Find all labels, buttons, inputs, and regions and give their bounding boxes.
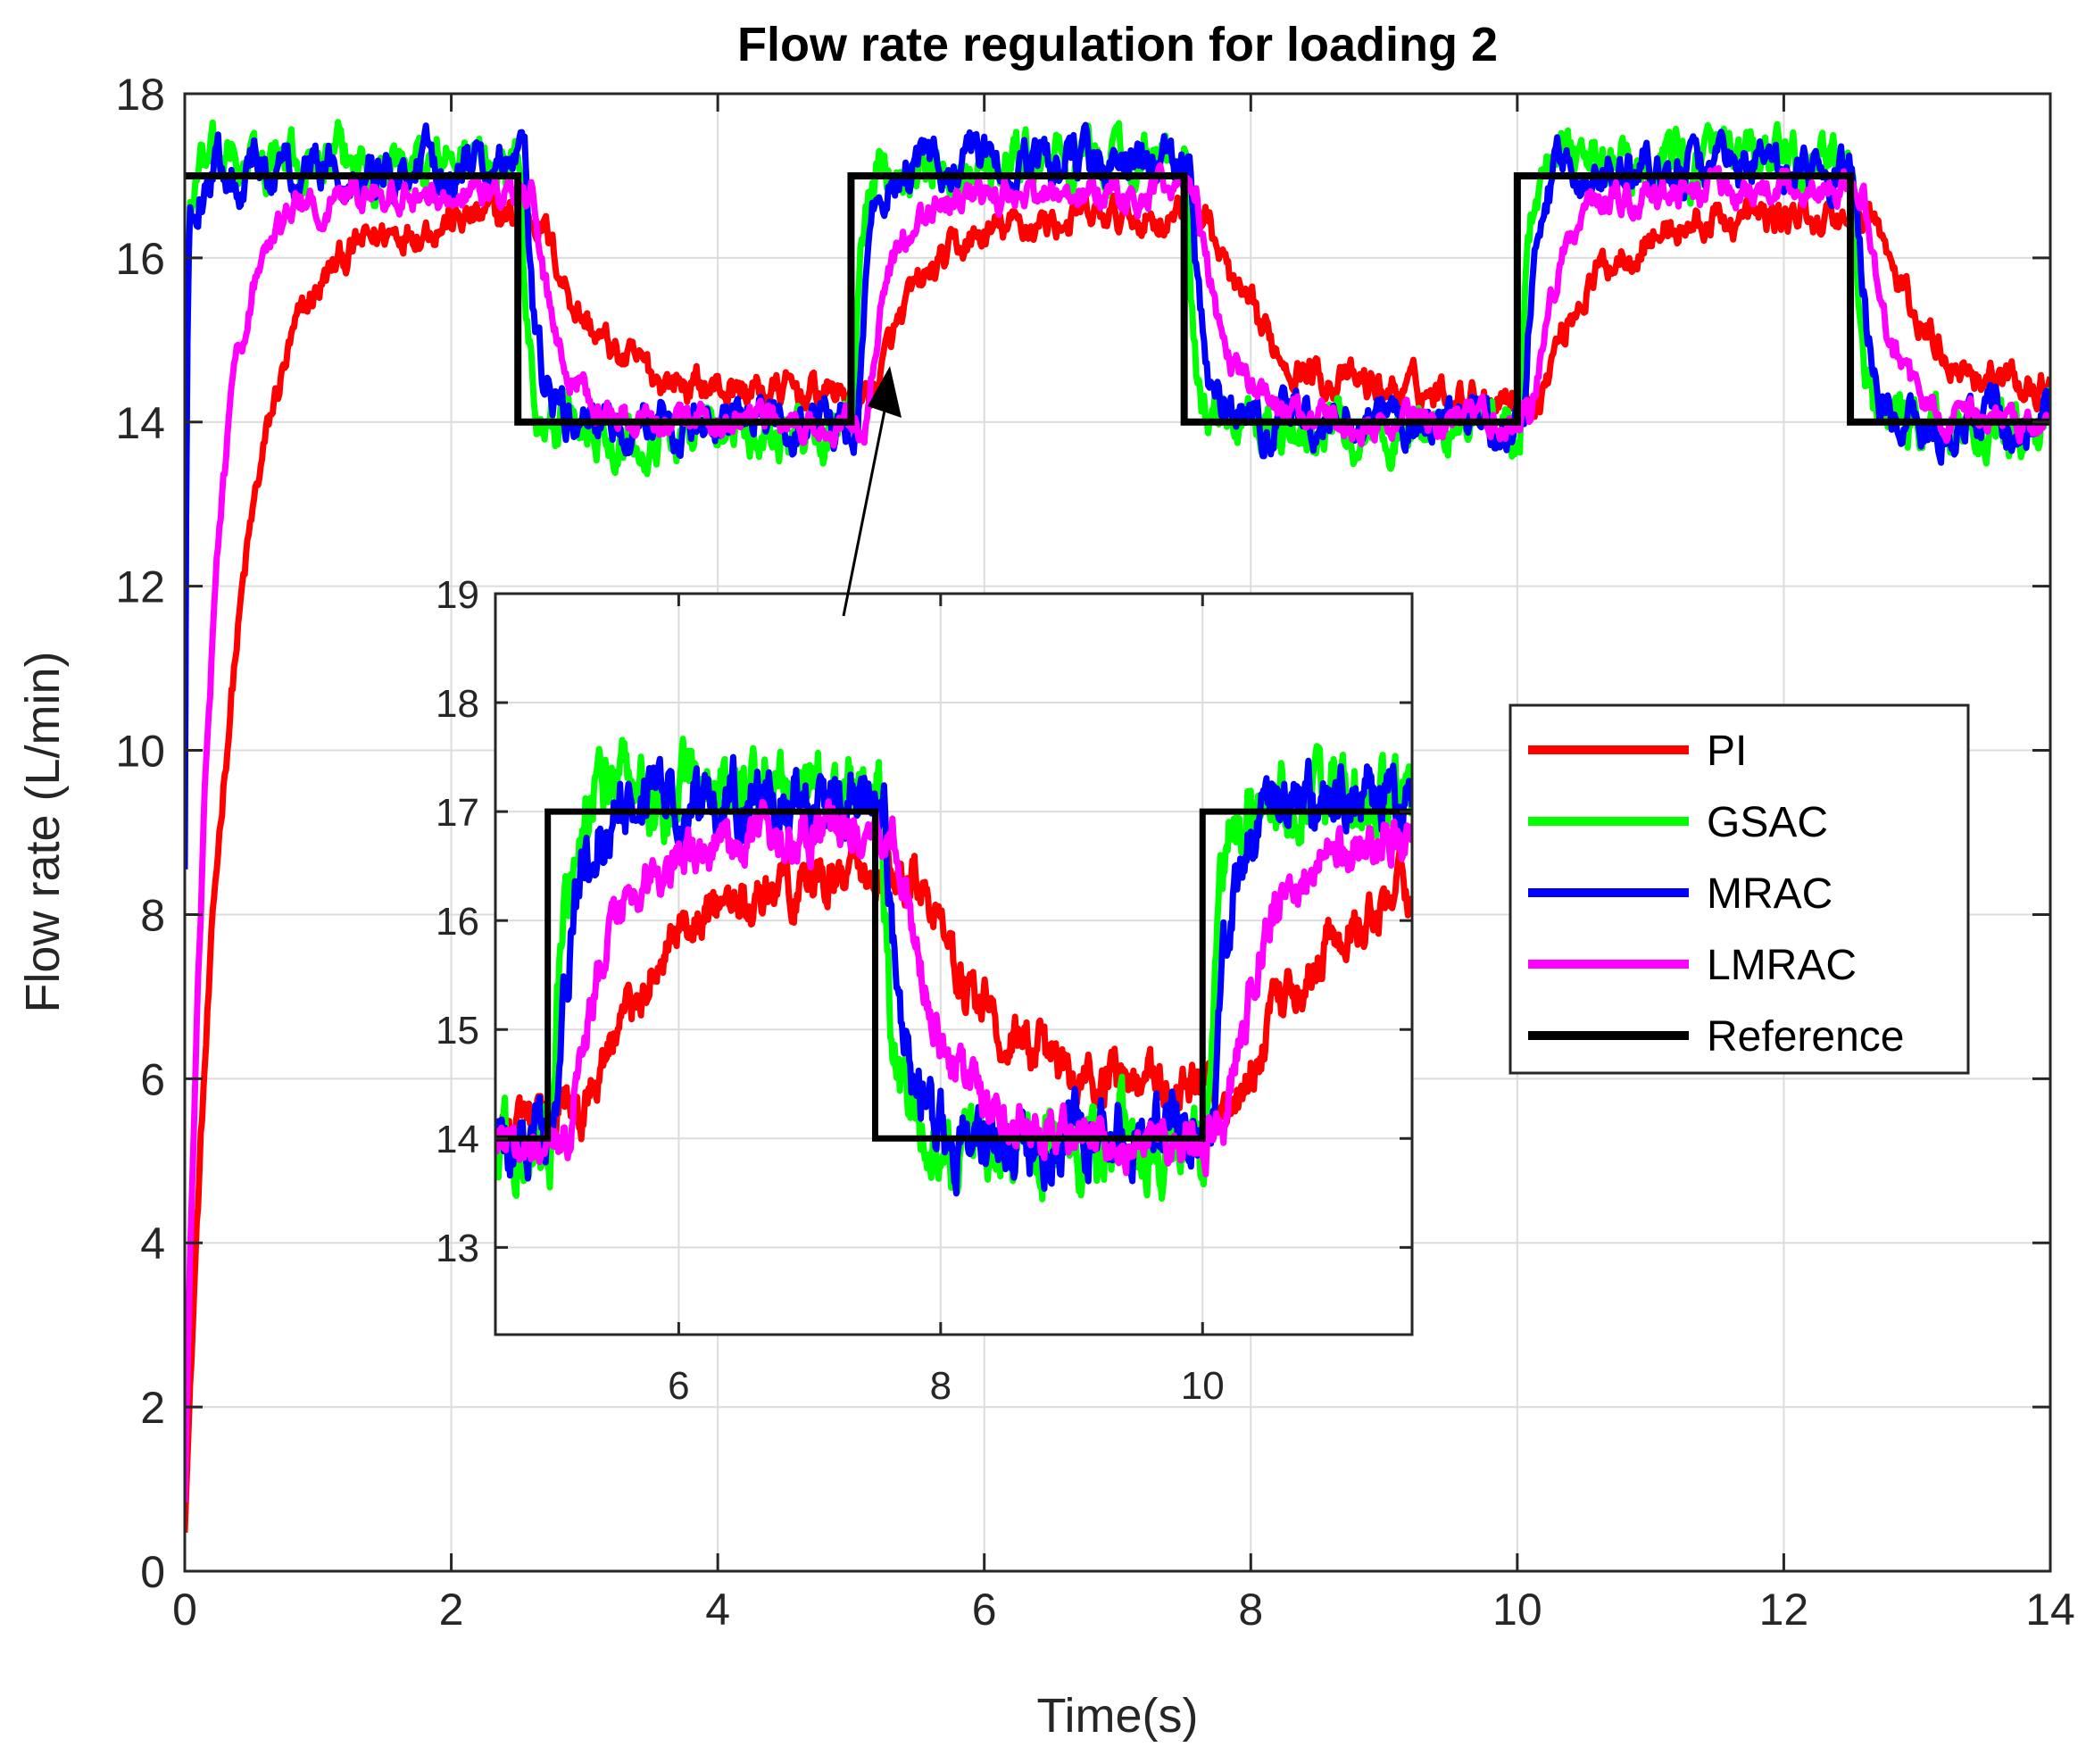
y-tick-label: 12 bbox=[115, 562, 165, 612]
x-tick-label: 10 bbox=[1492, 1585, 1542, 1635]
zoom-arrow-line bbox=[842, 383, 892, 617]
y-tick-label: 10 bbox=[115, 727, 165, 777]
main-lines bbox=[185, 119, 2050, 1533]
main-ticks: 0 2 4 6 8 10 12 14 0 2 4 6 8 10 12 14 16 18 bbox=[115, 70, 2074, 1635]
series-line-lmrac bbox=[185, 162, 2050, 1502]
inset-series-line-mrac bbox=[495, 753, 1412, 1197]
zoom-arrow-head bbox=[868, 366, 902, 418]
y-tick-label: 14 bbox=[436, 1118, 479, 1161]
y-tick-label: 17 bbox=[436, 791, 479, 835]
legend: PI GSAC MRAC LMRAC Reference bbox=[1508, 703, 1970, 1075]
x-tick-label: 12 bbox=[1759, 1585, 1809, 1635]
legend-label-lmrac: LMRAC bbox=[1707, 942, 1857, 989]
y-tick-label: 14 bbox=[115, 398, 165, 448]
inset-series-line-pi bbox=[495, 836, 1412, 1156]
chart-title: Flow rate regulation for loading 2 bbox=[737, 18, 1498, 71]
y-tick-label: 16 bbox=[115, 234, 165, 284]
legend-label-pi: PI bbox=[1707, 728, 1747, 775]
inset-plot: 6 8 10 13 14 15 16 17 18 19 bbox=[436, 573, 1414, 1408]
zoom-arrow bbox=[842, 366, 902, 617]
x-tick-label: 0 bbox=[172, 1585, 197, 1635]
legend-label-mrac: MRAC bbox=[1707, 870, 1833, 918]
x-tick-label: 10 bbox=[1181, 1364, 1225, 1408]
y-tick-label: 19 bbox=[436, 573, 479, 617]
inset-series-line-reference bbox=[495, 808, 1412, 1142]
x-tick-label: 8 bbox=[1238, 1585, 1263, 1635]
y-tick-label: 8 bbox=[140, 890, 165, 940]
inset-lines bbox=[495, 736, 1412, 1202]
y-tick-label: 4 bbox=[140, 1219, 165, 1269]
y-axis-label: Flow rate (L/min) bbox=[16, 651, 70, 1012]
series-line-pi bbox=[185, 190, 2050, 1533]
x-tick-label: 14 bbox=[2025, 1585, 2075, 1635]
x-axis-label: Time(s) bbox=[1037, 1689, 1199, 1743]
y-tick-label: 18 bbox=[115, 70, 165, 120]
y-tick-label: 0 bbox=[140, 1547, 165, 1597]
y-tick-label: 13 bbox=[436, 1227, 479, 1270]
x-tick-label: 4 bbox=[705, 1585, 730, 1635]
x-tick-label: 8 bbox=[930, 1364, 952, 1408]
inset-axes-frame bbox=[494, 592, 1414, 1336]
series-line-reference bbox=[185, 171, 2050, 426]
x-tick-label: 6 bbox=[668, 1364, 689, 1408]
legend-label-reference: Reference bbox=[1707, 1013, 1904, 1061]
main-axes-frame bbox=[183, 92, 2052, 1573]
x-tick-label: 2 bbox=[439, 1585, 464, 1635]
y-tick-label: 16 bbox=[436, 900, 479, 944]
y-tick-label: 15 bbox=[436, 1009, 479, 1053]
y-tick-label: 18 bbox=[436, 682, 479, 726]
x-tick-label: 6 bbox=[972, 1585, 997, 1635]
inset-series-line-lmrac bbox=[495, 798, 1412, 1177]
y-tick-label: 6 bbox=[140, 1054, 165, 1104]
legend-label-gsac: GSAC bbox=[1707, 799, 1828, 846]
y-tick-label: 2 bbox=[140, 1383, 165, 1433]
inset-ticks: 6 8 10 13 14 15 16 17 18 19 bbox=[436, 573, 1412, 1408]
